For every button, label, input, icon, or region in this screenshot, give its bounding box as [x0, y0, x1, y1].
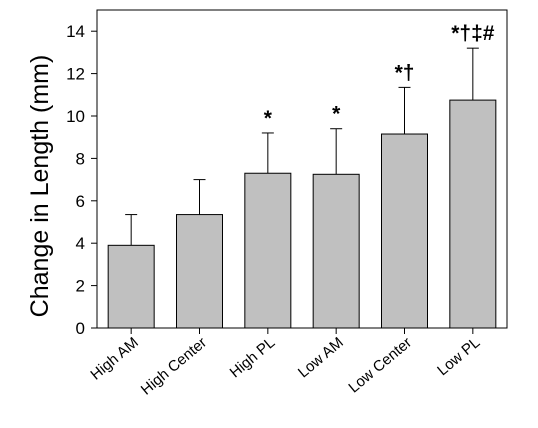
- y-tick-label: 4: [76, 234, 85, 253]
- x-tick-label: Low PL: [434, 334, 483, 379]
- error-bars-group: [125, 47, 479, 246]
- bars-group: [107, 99, 497, 329]
- bar: [381, 133, 428, 329]
- y-tick-label: 6: [76, 192, 85, 211]
- bar: [176, 214, 223, 329]
- y-tick-label: 0: [76, 319, 85, 338]
- y-tick-label: 14: [66, 22, 85, 41]
- x-tick-label: High Center: [138, 334, 210, 398]
- significance-label: *: [264, 107, 273, 130]
- bar: [312, 173, 360, 329]
- y-axis: 0 2 4 6 8 10 12 14: [66, 22, 97, 338]
- plot-border: [96, 9, 508, 329]
- x-tick-label: Low Center: [345, 334, 415, 396]
- y-tick-label: 8: [76, 149, 85, 168]
- significance-label: *†‡#: [451, 22, 495, 45]
- x-tick-label: High PL: [227, 334, 279, 381]
- y-axis-title: Change in Length (mm): [26, 55, 54, 318]
- bar: [449, 99, 497, 329]
- y-tick-label: 12: [66, 65, 85, 84]
- significance-label: *†: [395, 61, 415, 84]
- bar: [107, 244, 155, 329]
- plot-frame: [96, 9, 508, 329]
- y-tick-label: 2: [76, 277, 85, 296]
- significance-labels: * * *† *†‡#: [264, 22, 495, 130]
- x-tick-label: Low AM: [295, 334, 347, 381]
- x-tick-label: High AM: [87, 334, 141, 383]
- bar: [244, 172, 292, 329]
- significance-label: *: [332, 103, 341, 126]
- y-tick-label: 10: [66, 107, 85, 126]
